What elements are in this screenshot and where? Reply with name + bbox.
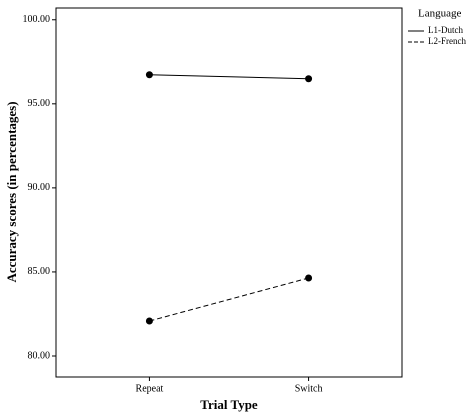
x-tick-label: Switch [295,383,323,394]
x-tick-label: Repeat [136,383,164,394]
y-tick-label: 80.00 [28,350,51,361]
y-tick-label: 100.00 [23,14,51,25]
series-line [149,277,309,322]
series-line [149,74,309,80]
y-tick-label: 85.00 [28,266,51,277]
y-tick-label: 95.00 [28,98,51,109]
y-tick-label: 90.00 [28,182,51,193]
x-axis-title: Trial Type [200,397,258,412]
plot-frame [55,7,403,378]
legend-title: Language [418,8,461,20]
data-point [305,75,313,83]
legend-label: L2-French [428,36,466,46]
data-point [145,317,153,325]
y-axis-title: Accuracy scores (in percentages) [4,101,19,282]
data-point [145,71,153,79]
legend-label: L1-Dutch [428,25,463,35]
data-point [305,274,313,282]
